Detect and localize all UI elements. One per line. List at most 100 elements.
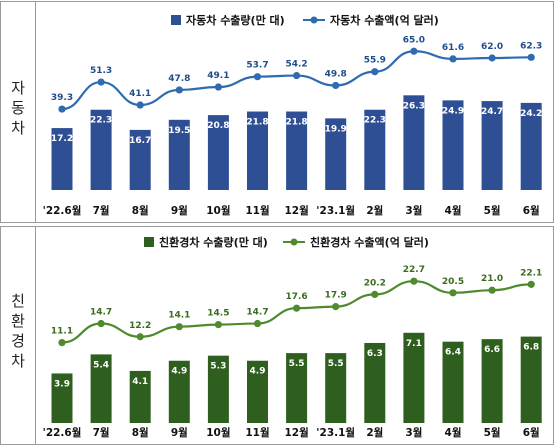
line-value-label: 20.5 — [442, 277, 464, 287]
line-value-label: 65.0 — [403, 35, 425, 45]
bar — [442, 100, 464, 190]
line-value-label: 14.1 — [168, 311, 190, 321]
line-point — [371, 290, 379, 299]
x-tick-label: 7월 — [93, 204, 110, 217]
bar-value-label: 6.8 — [523, 343, 539, 353]
bar — [207, 355, 229, 423]
series-line — [61, 280, 532, 344]
line-point — [410, 47, 418, 55]
bar-value-label: 6.4 — [445, 348, 461, 358]
line-point — [58, 338, 66, 347]
line-value-label: 62.0 — [481, 42, 503, 52]
bar — [207, 115, 229, 190]
line-point — [488, 286, 496, 294]
line-point — [293, 304, 301, 312]
bar — [520, 336, 542, 423]
bar-value-label: 22.3 — [90, 116, 112, 126]
line-value-label: 14.7 — [90, 308, 112, 318]
x-tick-label: 9월 — [171, 426, 188, 439]
line-value-label: 11.1 — [51, 327, 73, 337]
legend-bar-swatch — [144, 237, 154, 247]
bar-value-label: 19.9 — [325, 124, 347, 134]
side-label-char: 동 — [11, 99, 25, 117]
bar-value-label: 6.3 — [367, 349, 383, 359]
x-tick-label: 10월 — [206, 204, 230, 217]
x-tick-label: 6월 — [523, 204, 540, 217]
bar-value-label: 4.1 — [132, 377, 148, 387]
line-value-label: 51.3 — [90, 66, 112, 76]
bar — [168, 119, 190, 190]
line-point — [97, 78, 105, 86]
bar-value-label: 16.7 — [129, 136, 151, 146]
side-label-char: 경 — [11, 332, 25, 350]
bar-value-label: 5.3 — [210, 362, 226, 372]
x-tick-label: 3월 — [405, 204, 422, 217]
bar — [90, 109, 112, 190]
bar-value-label: 3.9 — [54, 379, 70, 389]
line-value-label: 61.6 — [442, 43, 464, 53]
bar — [364, 342, 386, 423]
x-tick-label: 4월 — [445, 204, 462, 217]
bar-value-label: 17.2 — [51, 134, 73, 144]
line-point — [293, 71, 301, 80]
line-value-label: 14.7 — [246, 308, 268, 318]
line-value-label: 39.3 — [51, 93, 73, 103]
bar — [520, 102, 542, 190]
x-tick-label: 11월 — [245, 204, 269, 217]
bar-value-label: 5.5 — [328, 359, 344, 369]
x-tick-label: '22.6월 — [43, 426, 82, 439]
legend-line-marker — [310, 16, 318, 24]
bar-value-label: 24.9 — [442, 106, 464, 116]
line-value-label: 12.2 — [129, 321, 151, 331]
x-tick-label: 9월 — [171, 204, 188, 217]
legend-bar-swatch — [171, 15, 181, 25]
line-point — [371, 68, 379, 76]
x-tick-label: 8월 — [132, 204, 149, 217]
bar — [286, 353, 308, 423]
legend-line-label: 자동차 수출액(억 달러) — [330, 13, 439, 27]
bar — [247, 111, 268, 190]
line-value-label: 49.1 — [207, 71, 229, 81]
line-value-label: 22.7 — [403, 265, 425, 275]
line-value-label: 17.6 — [285, 292, 307, 302]
line-point — [175, 323, 183, 331]
x-tick-label: 5월 — [484, 204, 501, 217]
x-tick-label: 11월 — [245, 426, 269, 439]
automobile-chart: 자동차 수출량(만 대) 자동차 수출액(억 달러) 17.2 22.3 16.7 19.… — [43, 13, 543, 217]
bar-value-label: 19.5 — [168, 126, 190, 136]
bar-value-label: 5.4 — [93, 360, 109, 370]
side-label-char: 차 — [11, 352, 25, 370]
bar-value-label: 26.3 — [403, 101, 425, 111]
bar-value-label: 24.7 — [481, 107, 503, 117]
bar — [364, 109, 386, 190]
bar — [51, 373, 73, 423]
line-point — [410, 277, 418, 285]
line-point — [332, 302, 340, 311]
line-point — [449, 289, 457, 297]
x-tick-label: 7월 — [93, 426, 110, 439]
bar-value-label: 21.8 — [246, 118, 268, 128]
eco-vehicle-chart: 친환경차 수출량(만 대) 친환경차 수출액(억 달러) 3.9 5.4 4.1 4.9 5… — [43, 235, 543, 439]
line-value-label: 62.3 — [520, 41, 542, 51]
bar — [403, 95, 425, 190]
bar — [481, 101, 503, 190]
side-label-char: 차 — [11, 119, 25, 137]
line-point — [175, 86, 183, 94]
bar-value-label: 7.1 — [406, 339, 422, 349]
x-tick-label: 12월 — [284, 426, 308, 439]
line-value-label: 47.8 — [168, 74, 190, 84]
bar — [51, 128, 73, 190]
bar-value-label: 4.9 — [171, 367, 187, 377]
line-point — [527, 53, 535, 61]
bar — [247, 360, 268, 423]
side-label-char: 자 — [11, 79, 25, 97]
side-label-char: 환 — [11, 312, 25, 330]
bar — [481, 339, 503, 423]
bar-value-label: 22.3 — [364, 116, 386, 126]
x-tick-label: 3월 — [405, 426, 422, 439]
line-point — [488, 54, 496, 62]
